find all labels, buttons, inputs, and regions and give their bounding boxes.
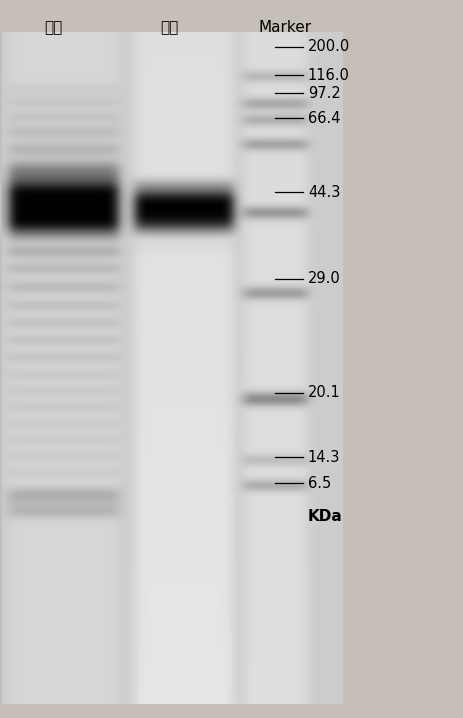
Text: 44.3: 44.3 [308,185,340,200]
Text: 纯酶: 纯酶 [160,20,178,35]
Text: KDa: KDa [308,510,343,524]
Text: 116.0: 116.0 [308,68,350,83]
Text: 66.4: 66.4 [308,111,340,126]
Text: 14.3: 14.3 [308,450,340,465]
Text: 97.2: 97.2 [308,86,341,101]
Text: 200.0: 200.0 [308,39,350,54]
Text: 20.1: 20.1 [308,386,341,400]
Text: 29.0: 29.0 [308,271,341,286]
Text: Marker: Marker [258,20,311,35]
Text: 粗酶: 粗酶 [44,20,63,35]
Text: 6.5: 6.5 [308,476,331,490]
